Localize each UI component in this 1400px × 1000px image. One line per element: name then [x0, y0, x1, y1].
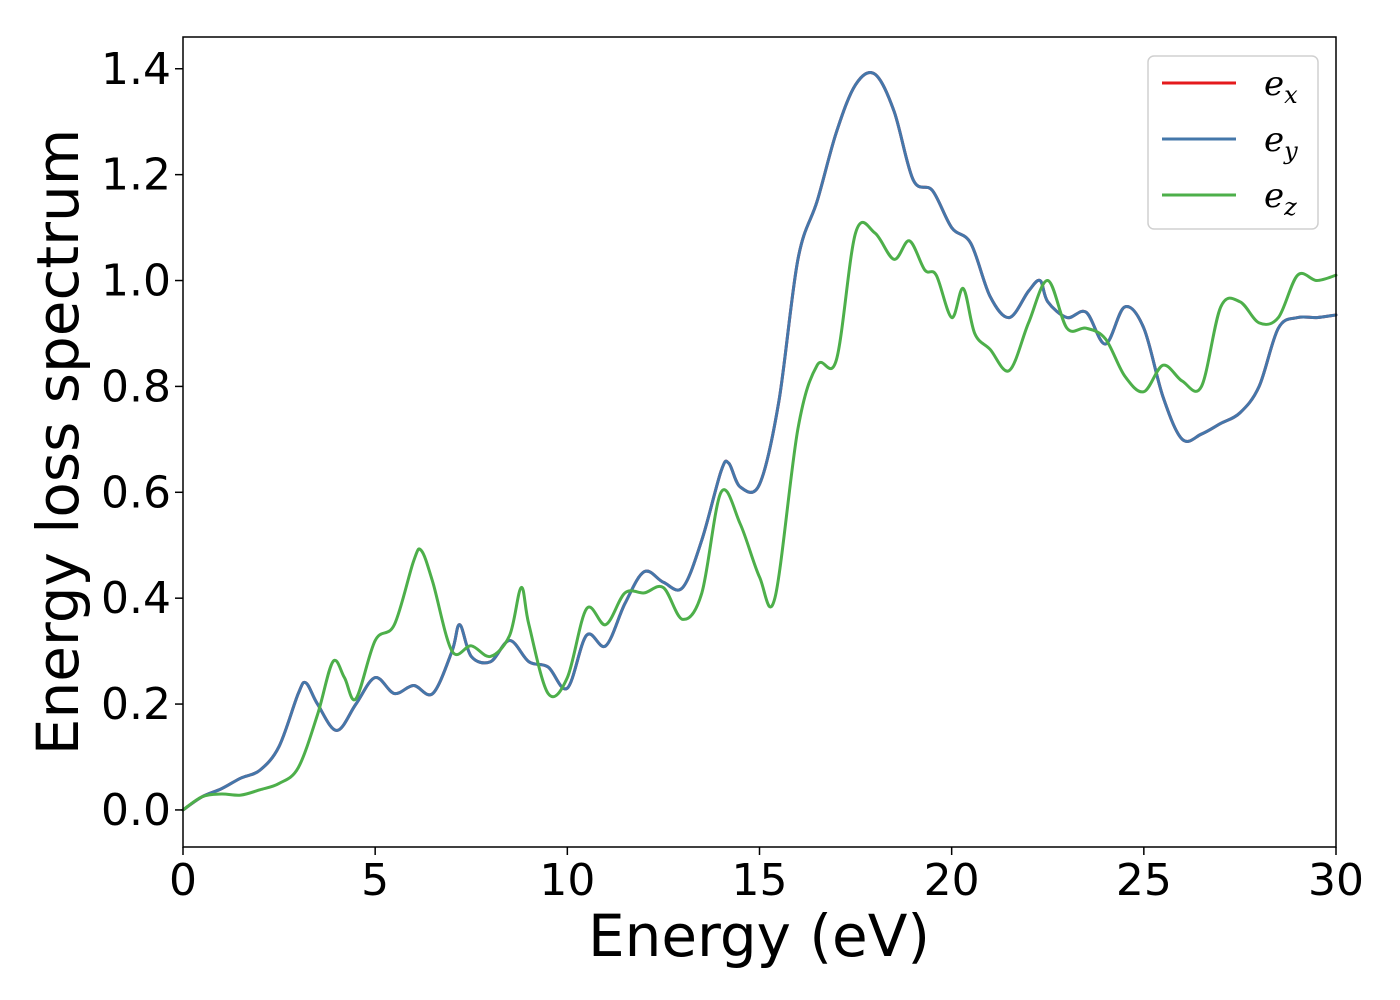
- y-tick-label: 1.0: [101, 256, 171, 307]
- y-tick-label: 1.4: [101, 44, 171, 95]
- x-axis-ticks: 0 5 10 15 20 25 30: [169, 847, 1364, 906]
- legend-label-z: ez: [1264, 176, 1297, 221]
- y-tick-label: 0.6: [101, 467, 171, 518]
- legend-box: [1147, 55, 1319, 230]
- x-tick-label: 30: [1308, 855, 1364, 906]
- legend: ex ey ez: [1147, 55, 1319, 230]
- y-axis-title: Energy loss spectrum: [24, 129, 92, 755]
- y-tick-label: 0.4: [101, 573, 171, 624]
- legend-entries: ex ey ez: [1162, 64, 1298, 221]
- x-tick-label: 25: [1116, 855, 1172, 906]
- x-tick-label: 0: [169, 855, 197, 906]
- series-line-y: [181, 71, 1338, 812]
- x-axis-title: Energy (eV): [588, 902, 930, 970]
- y-tick-label: 1.2: [101, 150, 171, 201]
- x-tick-label: 15: [732, 855, 788, 906]
- y-tick-label: 0.8: [101, 361, 171, 412]
- y-axis-ticks: 0.0 0.2 0.4 0.6 0.8 1.0 1.2 1.4: [101, 44, 183, 836]
- series-line-z: [181, 220, 1338, 812]
- x-tick-label: 10: [539, 855, 595, 906]
- x-tick-label: 5: [361, 855, 389, 906]
- y-tick-label: 0.2: [101, 679, 171, 730]
- y-tick-label: 0.0: [101, 785, 171, 836]
- legend-label-y: ey: [1264, 120, 1298, 165]
- x-tick-label: 20: [924, 855, 980, 906]
- legend-label-x: ex: [1264, 64, 1298, 109]
- series-layer: [181, 71, 1338, 812]
